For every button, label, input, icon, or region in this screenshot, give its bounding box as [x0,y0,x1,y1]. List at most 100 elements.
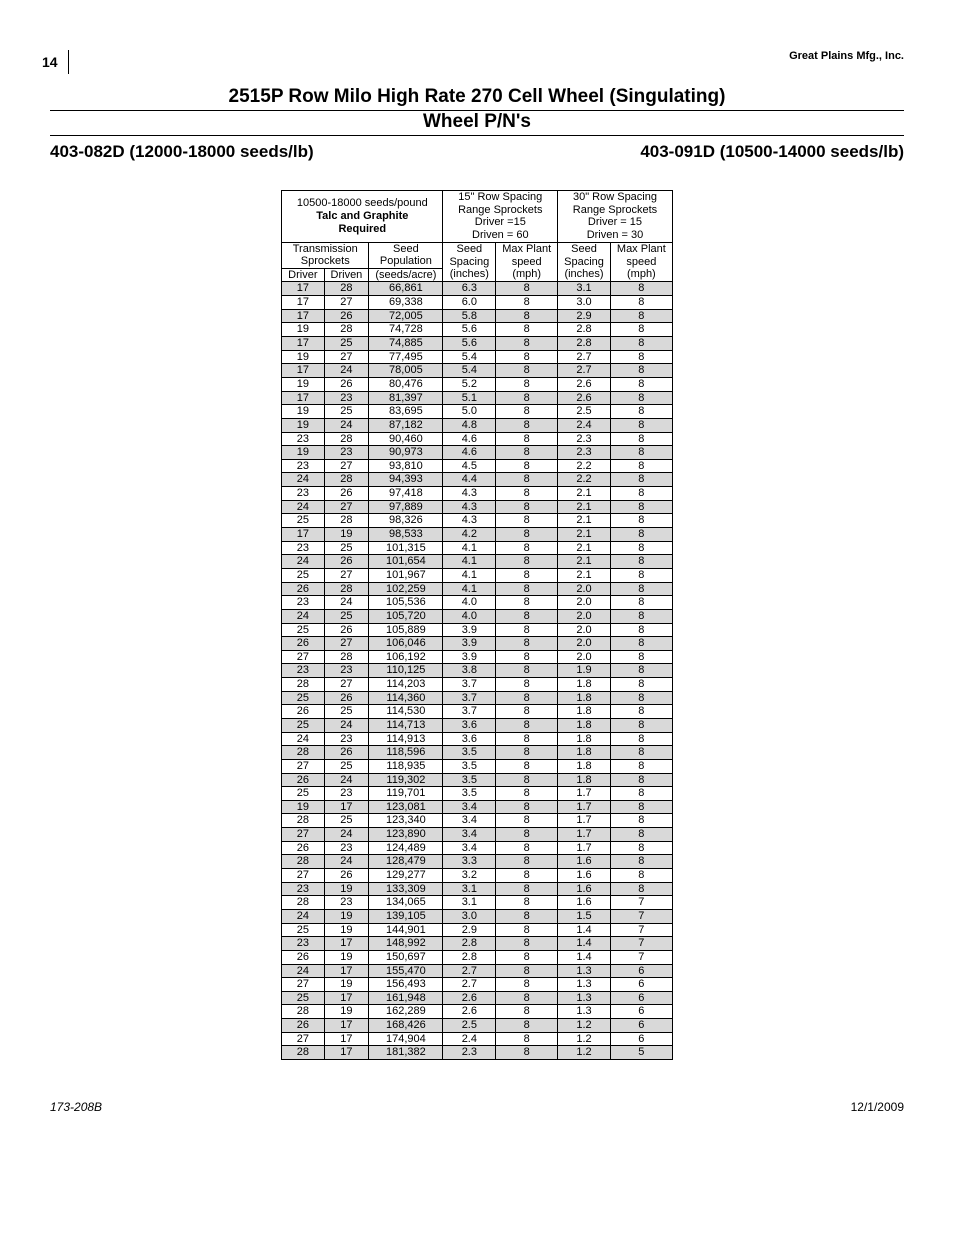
table-cell: 2.0 [558,596,611,610]
table-cell: 7 [610,950,672,964]
table-cell: 134,065 [369,896,443,910]
table-row: 2624119,3023.581.88 [282,773,673,787]
th-group2-l1: 15" Row Spacing [449,191,551,204]
table-cell: 24 [282,555,324,569]
table-cell: 114,360 [369,691,443,705]
table-cell: 8 [610,623,672,637]
table-cell: 23 [282,937,324,951]
table-cell: 74,885 [369,337,443,351]
table-cell: 3.4 [443,814,496,828]
table-cell: 3.8 [443,664,496,678]
table-cell: 148,992 [369,937,443,951]
th-group1-l2: Talc and Graphite [288,210,436,223]
table-cell: 8 [610,582,672,596]
table-cell: 8 [610,446,672,460]
table-row: 2625114,5303.781.88 [282,705,673,719]
table-cell: 25 [282,991,324,1005]
th-transmission-b: Sprockets [288,255,362,268]
table-cell: 8 [496,882,558,896]
table-row: 2325101,3154.182.18 [282,541,673,555]
table-cell: 72,005 [369,309,443,323]
table-cell: 3.5 [443,746,496,760]
th-c5a: Max Plant [502,243,551,256]
table-cell: 2.3 [558,432,611,446]
table-cell: 97,418 [369,487,443,501]
th-group3: 30" Row Spacing Range Sprockets Driver =… [558,191,673,243]
table-cell: 5.2 [443,377,496,391]
table-cell: 8 [610,555,672,569]
table-cell: 69,338 [369,296,443,310]
table-cell: 101,315 [369,541,443,555]
th-seedpop-a: Seed [375,243,436,256]
table-cell: 8 [496,650,558,664]
table-cell: 1.5 [558,909,611,923]
table-row: 172769,3386.083.08 [282,296,673,310]
th-c6: Seed Spacing (inches) [558,242,611,282]
th-group2-l3: Driver =15 [449,216,551,229]
table-cell: 5.6 [443,337,496,351]
table-cell: 8 [496,623,558,637]
table-cell: 8 [496,759,558,773]
table-cell: 162,289 [369,1005,443,1019]
table-cell: 24 [282,909,324,923]
table-row: 2817181,3822.381.25 [282,1046,673,1060]
table-cell: 8 [610,609,672,623]
table-cell: 8 [610,637,672,651]
table-cell: 8 [610,487,672,501]
table-cell: 17 [282,364,324,378]
table-cell: 8 [496,350,558,364]
table-cell: 2.1 [558,555,611,569]
table-cell: 1.8 [558,718,611,732]
table-cell: 25 [282,718,324,732]
table-cell: 8 [610,500,672,514]
table-cell: 2.8 [443,937,496,951]
th-transmission: Transmission Sprockets [282,242,369,268]
table-cell: 2.4 [443,1032,496,1046]
table-cell: 168,426 [369,1019,443,1033]
table-cell: 8 [496,732,558,746]
table-cell: 8 [610,350,672,364]
table-cell: 8 [496,1005,558,1019]
table-cell: 24 [282,964,324,978]
table-cell: 2.1 [558,514,611,528]
table-cell: 3.1 [443,882,496,896]
table-cell: 8 [496,718,558,732]
th-c5c: (mph) [502,268,551,281]
table-cell: 8 [496,596,558,610]
table-cell: 8 [610,800,672,814]
table-cell: 8 [496,991,558,1005]
table-cell: 28 [324,514,369,528]
th-c5b: speed [502,256,551,269]
th-seedpop: Seed Population [369,242,443,268]
table-cell: 27 [282,1032,324,1046]
page-title-1: 2515P Row Milo High Rate 270 Cell Wheel … [50,86,904,111]
table-cell: 8 [610,391,672,405]
table-cell: 8 [496,773,558,787]
table-row: 2826118,5963.581.88 [282,746,673,760]
table-cell: 24 [324,855,369,869]
table-cell: 2.0 [558,623,611,637]
th-c7a: Max Plant [617,243,666,256]
table-cell: 17 [282,337,324,351]
table-cell: 28 [282,855,324,869]
table-cell: 1.2 [558,1032,611,1046]
table-cell: 8 [496,800,558,814]
th-group3-l2: Range Sprockets [564,204,666,217]
table-cell: 1.7 [558,814,611,828]
table-cell: 8 [496,309,558,323]
table-cell: 8 [610,514,672,528]
table-cell: 8 [496,377,558,391]
table-cell: 17 [282,282,324,296]
table-cell: 2.8 [443,950,496,964]
table-cell: 1.8 [558,691,611,705]
table-cell: 26 [324,555,369,569]
table-cell: 8 [496,418,558,432]
table-cell: 19 [282,418,324,432]
table-cell: 1.4 [558,923,611,937]
table-cell: 1.6 [558,896,611,910]
table-cell: 2.1 [558,528,611,542]
table-cell: 8 [496,964,558,978]
part-number-left: 403-082D (12000-18000 seeds/lb) [50,142,314,162]
table-cell: 8 [610,377,672,391]
table-row: 252898,3264.382.18 [282,514,673,528]
